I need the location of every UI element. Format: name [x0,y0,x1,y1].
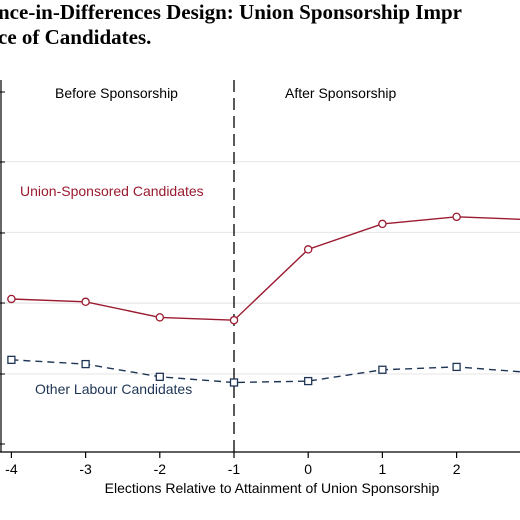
union-sponsored-point [229,315,239,325]
union-sponsored-line [11,216,520,321]
other-labour-point [81,359,90,369]
x-tick-label: 0 [304,461,312,477]
before-sponsorship-label: Before Sponsorship [55,85,178,101]
other-labour-point [155,372,164,381]
x-tick-label: -4 [5,461,18,477]
other-labour-point [229,378,239,387]
union-sponsored-point [81,297,90,307]
after-sponsorship-label: After Sponsorship [285,85,396,101]
other-labour-point [378,365,387,374]
other-labour-point [7,355,16,364]
union-sponsored-point [7,294,16,304]
chart-title-line-2: ce of Candidates. [0,25,152,49]
chart-title-line-1: nce-in-Differences Design: Union Sponsor… [0,0,462,24]
x-tick-label: -2 [154,461,167,477]
x-tick-label: -1 [228,461,241,477]
union-sponsored-point [155,313,165,322]
x-tick-label: -3 [79,461,92,477]
union-sponsored-point [452,212,461,222]
other-labour-point [452,362,461,372]
union-sponsored-series-label: Union-Sponsored Candidates [20,183,204,199]
axes: -4 -3 -2 -1 0 1 2 [0,80,520,477]
other-labour-series-label: Other Labour Candidates [35,381,192,397]
union-sponsored-point [303,245,313,254]
x-tick-label: 1 [379,461,387,477]
x-axis-title: Elections Relative to Attainment of Unio… [105,480,440,496]
other-labour-point [304,376,313,386]
x-tick-label: 2 [453,461,461,477]
other-labour-line [11,359,520,384]
chart-title: nce-in-Differences Design: Union Sponsor… [0,0,520,50]
union-sponsored-point [378,219,387,229]
series-group [7,212,520,387]
